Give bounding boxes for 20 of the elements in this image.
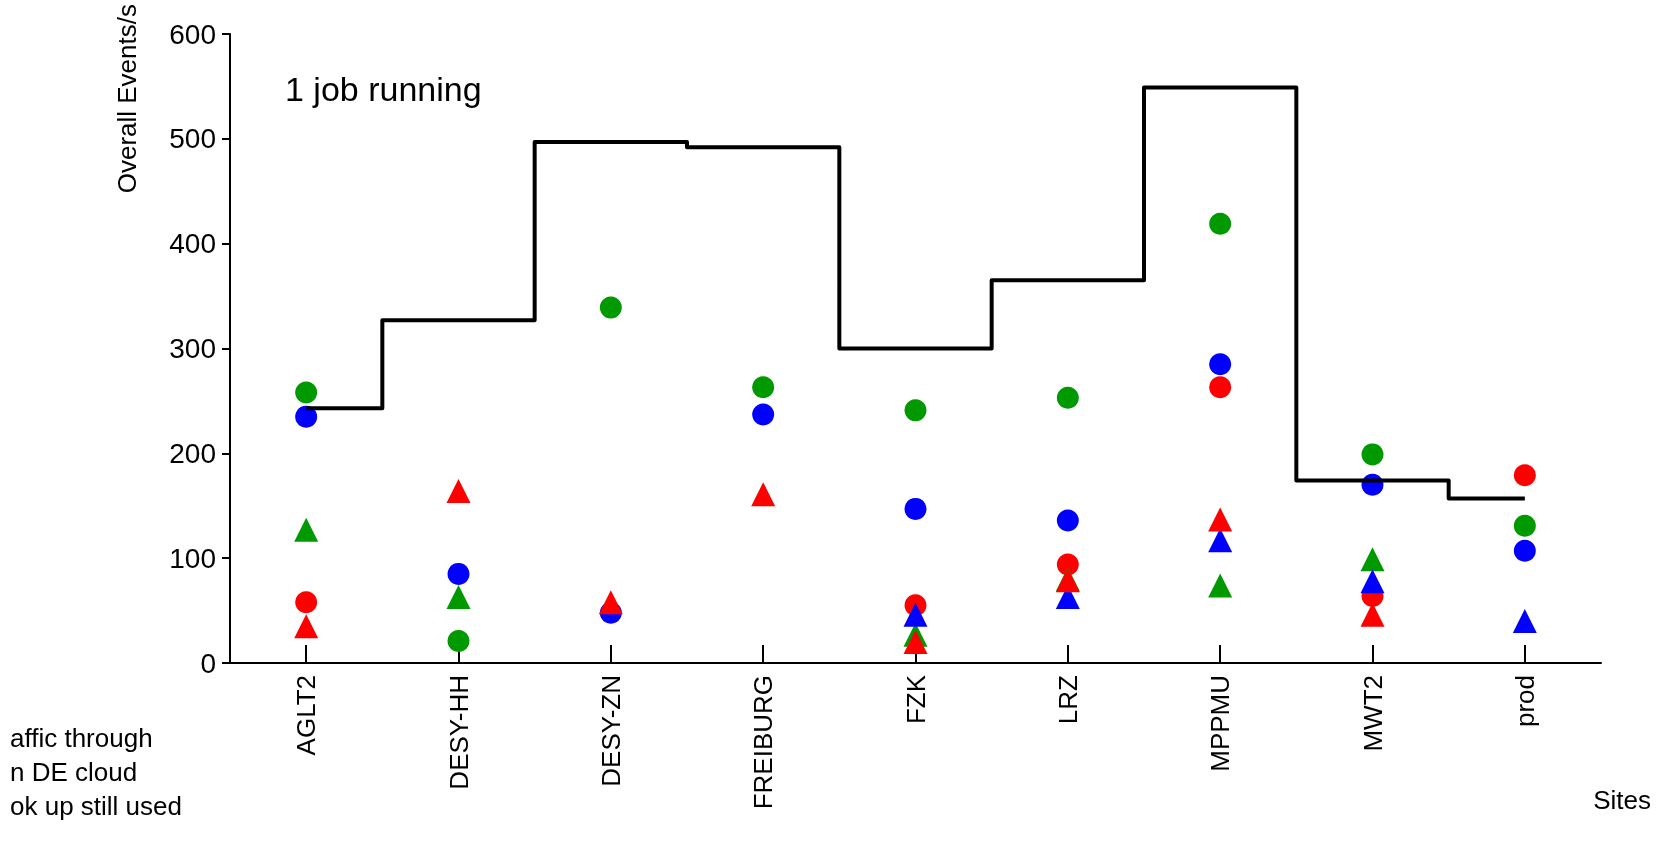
x-tick-label: DESY-ZN: [595, 675, 626, 787]
y-tick-label: 300: [169, 333, 216, 364]
y-tick-label: 500: [169, 123, 216, 155]
x-tick-label: FREIBURG: [748, 675, 779, 810]
y-tick-label: 0: [200, 647, 216, 679]
x-tick-label: AGLT2: [291, 675, 322, 756]
x-tick-label: LRZ: [1052, 674, 1083, 725]
text: affic through n DE cloud ok up still used: [10, 723, 182, 821]
x-tick-label: prod: [1509, 675, 1540, 728]
x-tick-label: MPPMU: [1205, 675, 1236, 772]
y-axis-title: Overall Events/s: [112, 4, 142, 194]
y-tick-label: 400: [169, 228, 216, 260]
x-axis-title: Sites: [1593, 785, 1652, 815]
x-tick-label: FZK: [900, 674, 931, 725]
y-tick-label: 600: [169, 18, 216, 50]
x-tick-label: MWT2: [1357, 675, 1388, 752]
x-tick-label: DESY-HH: [443, 675, 474, 790]
y-tick-label: 100: [169, 542, 216, 574]
y-tick-label: 200: [169, 437, 216, 469]
annotation: 1 job running: [285, 70, 482, 108]
